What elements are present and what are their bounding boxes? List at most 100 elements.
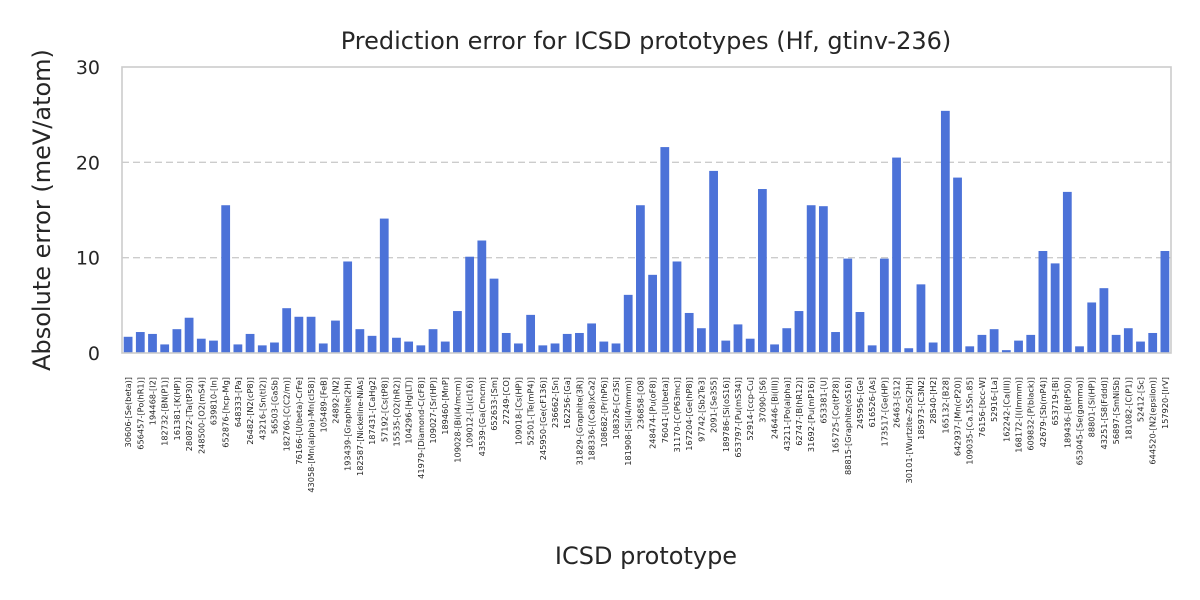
bar xyxy=(1038,250,1048,353)
bar xyxy=(526,314,536,353)
bar xyxy=(745,338,755,353)
x-tick-label: 15535-[O2(hR2)] xyxy=(391,377,401,447)
x-tick-label: 181908-[Si(I4/mmm)] xyxy=(623,377,633,466)
x-tick-label: 26482-[N2(cP8)] xyxy=(245,377,255,445)
bar xyxy=(392,337,401,353)
x-tick-label: 31692-[Pu(mP16)] xyxy=(806,377,816,452)
x-tick-label: 653719-[Bi] xyxy=(1050,377,1060,426)
x-tick-label: 185973-[C3N2] xyxy=(916,377,926,440)
x-tick-label: 52914-[ccp-Cu] xyxy=(745,377,755,440)
bar xyxy=(977,334,987,353)
bar xyxy=(965,346,975,353)
x-tick-label: 189436-[B(tP50)] xyxy=(1062,377,1072,448)
bar xyxy=(672,261,682,353)
x-tick-label: 42679-[Sb(mP4)] xyxy=(1038,377,1048,447)
bar xyxy=(733,324,743,353)
y-tick-label: 20 xyxy=(76,152,100,174)
bar xyxy=(879,258,889,353)
bar xyxy=(343,261,353,353)
x-tick-label: 644520-[N2(epsilon)] xyxy=(1148,377,1158,465)
x-tick-label: 246446-[Bi(III)] xyxy=(770,377,780,439)
bar xyxy=(1001,350,1011,353)
x-tick-label: 168172-[I(Immm)] xyxy=(1014,377,1024,453)
bar xyxy=(892,157,901,353)
x-tick-label: 37090-[S6] xyxy=(757,377,767,423)
y-tick-label: 10 xyxy=(76,248,100,270)
x-tick-label: 52501-[Te(mP4)] xyxy=(526,377,536,446)
x-tick-label: 189460-[MnP] xyxy=(440,377,450,435)
x-tick-label: 76166-[U(beta)-CrFe] xyxy=(294,377,304,465)
bar xyxy=(843,258,853,353)
x-tick-label: 653381-[U] xyxy=(818,377,828,424)
bar xyxy=(135,332,145,353)
y-tick-label: 30 xyxy=(76,57,100,79)
x-tick-label: 109035-[Ca.15Sn.85] xyxy=(965,377,975,465)
bar xyxy=(1050,263,1060,353)
bar xyxy=(1026,334,1036,353)
bar xyxy=(757,189,767,353)
bar xyxy=(270,342,279,353)
bars xyxy=(123,110,1170,353)
x-tick-label: 639810-[In] xyxy=(208,377,218,425)
bar xyxy=(245,333,255,353)
bar xyxy=(440,341,450,353)
bar xyxy=(867,345,877,353)
x-tick-label: 182732-[BN(P1)] xyxy=(160,377,170,446)
x-tick-label: 648333-[Pa] xyxy=(233,377,243,427)
chart-title: Prediction error for ICSD prototypes (Hf… xyxy=(341,27,952,55)
bar xyxy=(184,317,194,353)
x-tick-label: 653797-[Pu(mS34)] xyxy=(733,377,743,458)
x-tick-label: 187431-[CaHg2] xyxy=(367,377,377,445)
x-tick-label: 109027-[Sr(HP)] xyxy=(428,377,438,444)
bar xyxy=(1099,288,1109,353)
bar xyxy=(660,147,670,353)
bar xyxy=(209,340,218,353)
x-tick-label: 182760-[C(C2/m)] xyxy=(282,377,292,451)
bar xyxy=(611,343,621,353)
bar xyxy=(623,294,633,353)
x-tick-label: 52412-[Sc] xyxy=(1136,377,1146,422)
x-tick-label: 653045-[Se(gamma)] xyxy=(1075,377,1085,465)
x-tick-label: 245956-[Ge] xyxy=(855,377,865,429)
x-tick-label: 76156-[bcc-W] xyxy=(977,377,987,437)
x-tick-label: 43216-[Sn(tI2)] xyxy=(257,377,267,440)
bar xyxy=(538,345,548,353)
x-tick-label: 97742-[Sb2Te3] xyxy=(696,377,706,442)
x-tick-label: 30606-[Se(beta)] xyxy=(123,377,133,447)
bar xyxy=(709,170,718,353)
bar xyxy=(1075,346,1084,353)
gridlines xyxy=(122,161,1171,259)
x-tick-label: 616526-[As] xyxy=(867,377,877,427)
x-tick-label: 652876-[hcp-Mg] xyxy=(221,377,231,448)
x-tick-label: 656457-[Po(hR1)] xyxy=(135,377,145,450)
bar xyxy=(160,344,170,353)
x-tick-label: 56503-[GaSb] xyxy=(269,377,279,434)
x-tick-label: 2091-[Se3S5] xyxy=(709,377,719,433)
bar xyxy=(697,328,706,353)
bar xyxy=(1160,250,1170,353)
x-tick-label: 43539-[Ga(Cmcm)] xyxy=(477,377,487,456)
bar xyxy=(562,333,572,353)
bar xyxy=(367,335,377,353)
bar xyxy=(599,341,609,353)
bar xyxy=(550,343,560,353)
x-tick-label: 189786-[Si(oS16)] xyxy=(721,377,731,452)
x-tick-label: 62747-[B(hR12)] xyxy=(794,377,804,446)
x-tick-label: 109018-[Cs(HP)] xyxy=(513,377,523,445)
y-tick-label: 0 xyxy=(88,343,100,365)
x-tick-label: 165132-[B28] xyxy=(940,377,950,434)
bar xyxy=(575,332,584,353)
bar xyxy=(721,340,731,353)
bar xyxy=(1123,328,1133,353)
bar xyxy=(636,205,645,353)
bar xyxy=(477,240,487,353)
bar xyxy=(404,341,414,353)
plot-frame xyxy=(121,66,1172,354)
bar xyxy=(514,343,523,353)
x-tick-label: 181082-[C(P1)] xyxy=(1123,377,1133,440)
x-tick-label: 245950-[Ge(cF136)] xyxy=(538,377,548,460)
bar xyxy=(904,348,914,353)
bar xyxy=(489,278,499,353)
x-tick-label: 162256-[Ga] xyxy=(562,377,572,429)
